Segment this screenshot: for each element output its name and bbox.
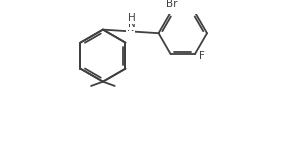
Text: H
N: H N [127, 12, 134, 33]
Text: Br: Br [166, 0, 177, 9]
Text: F: F [199, 51, 205, 61]
Text: N: N [128, 19, 135, 29]
Text: H: H [128, 13, 135, 23]
